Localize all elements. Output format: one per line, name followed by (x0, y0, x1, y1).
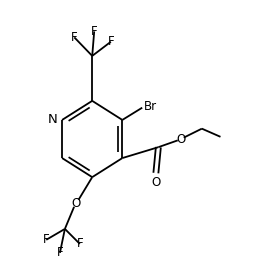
Text: Br: Br (144, 100, 157, 113)
Text: N: N (48, 113, 58, 126)
Text: F: F (71, 31, 78, 44)
Text: O: O (151, 176, 161, 189)
Text: O: O (176, 133, 185, 145)
Text: F: F (43, 233, 50, 246)
Text: O: O (71, 197, 81, 210)
Text: F: F (76, 237, 83, 250)
Text: F: F (57, 246, 63, 259)
Text: F: F (91, 25, 98, 38)
Text: F: F (107, 35, 114, 48)
